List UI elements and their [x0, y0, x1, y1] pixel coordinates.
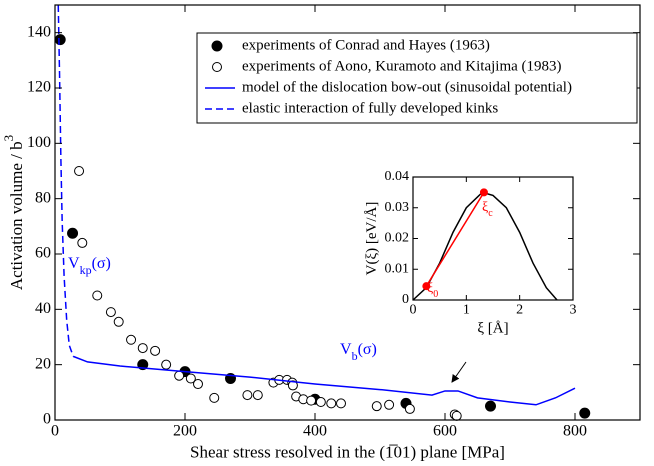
axes-frame — [54, 4, 641, 421]
annotation: Vkp(σ) — [68, 255, 111, 277]
arrow — [451, 361, 467, 383]
text-part: (σ) — [92, 255, 111, 272]
data-point — [242, 390, 253, 401]
text-part: Activation volume / b — [7, 141, 26, 290]
data-point — [315, 397, 326, 408]
x-tick-label: 600 — [433, 423, 457, 440]
x-tick-label: 3 — [570, 303, 577, 318]
y-tick-label: 0.02 — [385, 231, 410, 246]
legend-box — [196, 32, 638, 124]
data-point — [479, 188, 488, 197]
y-tick-label: 0.04 — [385, 169, 410, 184]
data-point — [174, 370, 185, 381]
data-point — [161, 359, 172, 370]
data-point — [336, 398, 346, 409]
data-point — [579, 407, 591, 419]
series-line — [57, 4, 74, 357]
text-part: V(ξ) [eV/Å] — [364, 202, 380, 276]
legend-label: experiments of Aono, Kuramoto and Kitaji… — [242, 58, 562, 74]
text-part: V — [340, 341, 352, 358]
data-point — [137, 343, 148, 354]
text-part: ξ — [482, 200, 488, 215]
text-part: c — [488, 208, 493, 219]
series-line — [72, 355, 576, 406]
text-part: 0 — [433, 289, 438, 300]
annotation: Vb(σ) — [340, 341, 377, 363]
x-tick-label: 200 — [173, 423, 197, 440]
data-point — [105, 307, 116, 318]
x-tick-label: 800 — [563, 423, 587, 440]
data-point — [77, 237, 88, 248]
y-tick-label: 0 — [43, 411, 51, 428]
legend-marker — [212, 62, 222, 72]
plot-area — [412, 188, 558, 301]
data-point — [67, 227, 79, 239]
y-tick-label: 0.01 — [385, 261, 410, 276]
y-tick-label: 40 — [35, 300, 51, 317]
data-point — [126, 334, 137, 345]
x-axis-label: ξ [Å] — [477, 321, 508, 337]
data-point — [252, 390, 263, 401]
x-tick-label: 0 — [410, 303, 417, 318]
y-axis-label: Activation volume / b3 — [1, 135, 25, 290]
y-tick-label: 140 — [27, 23, 51, 40]
text-part: ξ [Å] — [477, 321, 508, 337]
annotation: ξ0 — [427, 281, 438, 300]
legend-label: experiments of Conrad and Hayes (1963) — [242, 37, 490, 53]
annotation: ξc — [482, 200, 493, 219]
y-axis-label: V(ξ) [eV/Å] — [364, 202, 380, 276]
x-tick-label: 1 — [463, 303, 470, 318]
legend-label: model of the dislocation bow-out (sinuso… — [242, 79, 572, 95]
data-point — [422, 282, 431, 291]
y-tick-label: 100 — [27, 134, 51, 151]
text-part: b — [352, 349, 358, 363]
legend-label: elastic interaction of fully developed k… — [242, 100, 498, 116]
data-point — [326, 398, 337, 409]
y-tick-label: 0 — [402, 292, 409, 307]
text-part: kp — [80, 263, 92, 277]
y-tick-label: 60 — [35, 245, 51, 262]
data-point — [306, 395, 317, 406]
y-tick-label: 20 — [35, 355, 51, 372]
series-line — [425, 191, 485, 287]
data-point — [209, 392, 220, 403]
y-tick-label: 120 — [27, 79, 51, 96]
text-part: 3 — [1, 135, 16, 142]
text-part: Shear stress resolved in the (1̅01) plan… — [190, 443, 505, 461]
data-point — [193, 379, 203, 390]
text-part: ξ — [427, 281, 433, 296]
x-tick-label: 2 — [516, 303, 523, 318]
x-tick-label: 0 — [51, 423, 59, 440]
data-point — [185, 373, 196, 384]
x-tick-label: 400 — [303, 423, 327, 440]
data-point — [54, 34, 66, 46]
data-point — [113, 316, 124, 327]
data-point — [150, 345, 161, 356]
y-tick-label: 80 — [35, 189, 51, 206]
legend-marker — [211, 40, 223, 52]
text-part: (σ) — [358, 341, 377, 358]
data-point — [404, 403, 415, 414]
y-tick-label: 0.03 — [385, 200, 410, 215]
data-point — [384, 399, 395, 410]
inset-background — [413, 177, 573, 300]
text-part: V — [68, 255, 80, 272]
data-point — [485, 400, 496, 412]
data-point — [451, 410, 462, 421]
data-point — [74, 166, 85, 176]
data-point — [92, 290, 103, 301]
data-point — [287, 380, 298, 391]
data-point — [371, 401, 382, 412]
axes-frame — [412, 176, 574, 301]
x-axis-label: Shear stress resolved in the (1̅01) plan… — [190, 443, 505, 461]
